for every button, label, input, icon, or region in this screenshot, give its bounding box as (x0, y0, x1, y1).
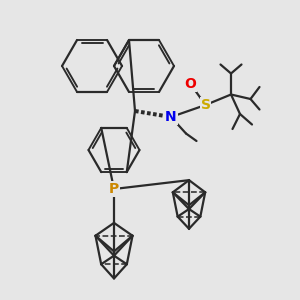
Text: O: O (184, 77, 196, 91)
Text: S: S (200, 98, 211, 112)
Text: P: P (109, 182, 119, 196)
Text: N: N (165, 110, 177, 124)
